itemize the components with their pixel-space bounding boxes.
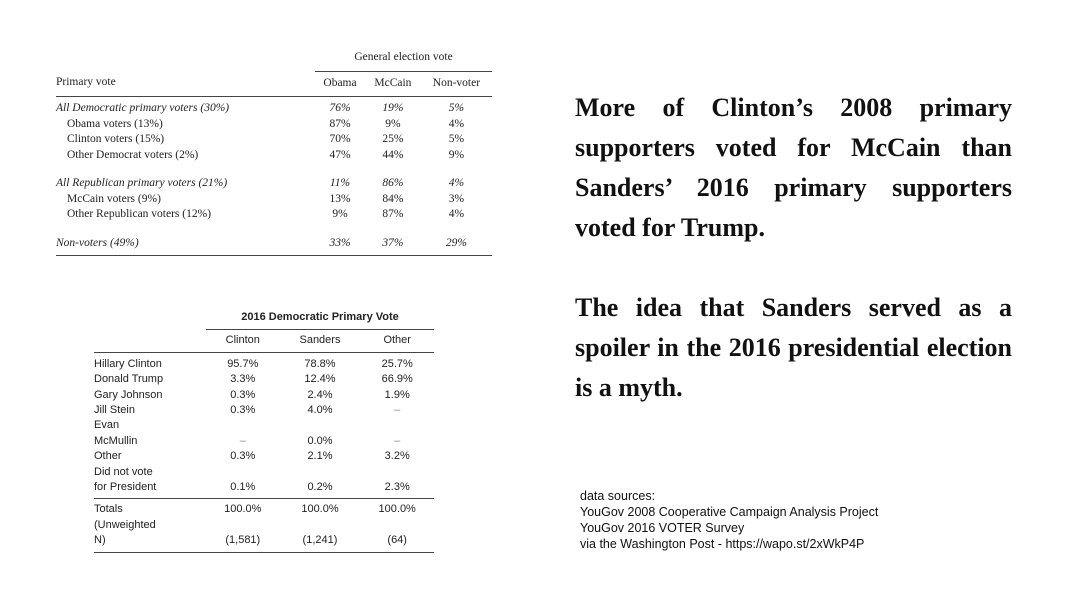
table-2008: General election vote Primary vote Obama…: [56, 50, 492, 256]
table-row: Non-voters (49%) 33% 37% 29%: [56, 235, 492, 256]
col-header-sanders: Sanders: [279, 329, 361, 353]
data-sources: data sources: YouGov 2008 Cooperative Ca…: [580, 488, 878, 552]
general-election-header: General election vote: [315, 50, 492, 72]
table-row: All Republican primary voters (21%) 11% …: [56, 177, 465, 189]
table-row: McCain voters (9%) 13% 84% 3%: [67, 192, 465, 205]
source-line: YouGov 2008 Cooperative Campaign Analysi…: [580, 505, 879, 519]
sources-label: data sources:: [580, 489, 656, 503]
table-row: Other Republican voters (12%) 9% 87% 4%: [67, 208, 465, 220]
table-row: Donald Trump 3.3% 12.4% 66.9%: [94, 373, 413, 386]
headline-paragraph-2: The idea that Sanders served as a spoile…: [575, 293, 1012, 402]
table-2016: 2016 Democratic Primary Vote Clinton San…: [94, 310, 434, 553]
col-header-obama: Obama: [315, 71, 366, 97]
table-row: Other 0.3% 2.1% 3.2%: [94, 450, 410, 463]
table-row: Obama voters (13%) 87% 9% 4%: [67, 117, 465, 130]
table-row: Other Democrat voters (2%) 47% 44% 9%: [67, 148, 465, 161]
headline-paragraph-1: More of Clinton’s 2008 primary supporter…: [575, 93, 1012, 242]
table-row: Clinton voters (15%) 70% 25% 5%: [67, 133, 465, 145]
col-header-mccain: McCain: [365, 71, 421, 97]
headline: More of Clinton’s 2008 primary supporter…: [575, 88, 1012, 408]
table-row: Evan McMullin – 0.0% –: [94, 419, 401, 447]
table-row: Gary Johnson 0.3% 2.4% 1.9%: [94, 388, 410, 401]
table-2016-title: 2016 Democratic Primary Vote: [206, 310, 434, 331]
totals-row: Totals (Unweighted N) 100.0% (1,581) 100…: [94, 498, 434, 553]
table-row: All Democratic primary voters (30%) 76% …: [56, 102, 465, 114]
col-header-clinton: Clinton: [206, 329, 280, 353]
table-row: Jill Stein 0.3% 4.0% –: [94, 404, 401, 417]
source-line: via the Washington Post - https://wapo.s…: [580, 537, 865, 551]
col-header-other: Other: [360, 329, 434, 353]
table-row: Did not vote for President 0.1% 0.2% 2.3…: [94, 464, 434, 500]
source-line: YouGov 2016 VOTER Survey: [580, 521, 745, 535]
table-row: Hillary Clinton 95.7% 78.8% 25.7%: [94, 357, 413, 370]
row-header: Primary vote: [56, 71, 281, 97]
col-header-nonvoter: Non-voter: [420, 71, 492, 97]
